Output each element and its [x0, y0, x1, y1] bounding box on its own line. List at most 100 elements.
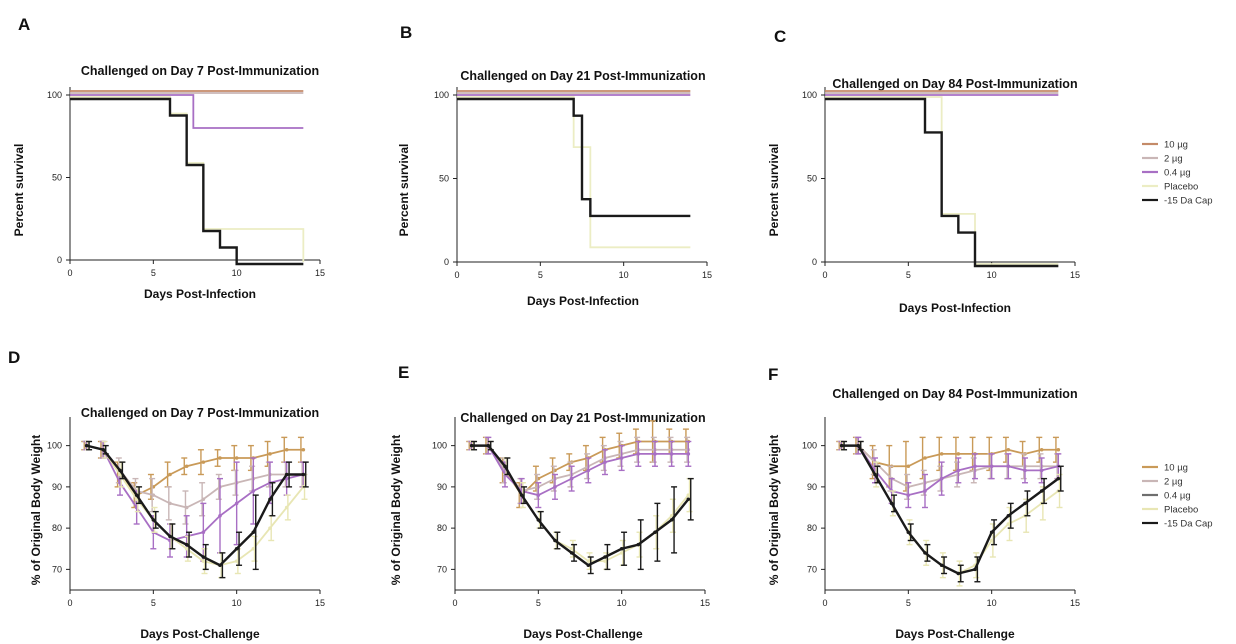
y-tick-label: 70	[52, 564, 62, 574]
legend-body-weight: 10 µg 2 µg 0.4 µg Placebo -15 Da Cap	[1142, 463, 1213, 530]
x-tick-label: 10	[232, 598, 242, 608]
x-tick-label: 15	[1070, 598, 1080, 608]
data-point	[201, 559, 206, 563]
x-tick-label: 0	[67, 598, 72, 608]
data-point	[201, 530, 206, 535]
data-point	[619, 456, 624, 460]
data-point	[234, 456, 239, 460]
data-point	[168, 501, 172, 506]
data-point	[923, 551, 927, 555]
data-point	[636, 452, 641, 456]
x-axis-label: Days Post-Infection	[144, 287, 256, 301]
y-axis-label: Percent survival	[397, 144, 411, 237]
data-point	[839, 443, 844, 448]
series-line-15-da-cap	[457, 97, 691, 218]
data-point	[184, 546, 189, 551]
legend-survival: 10 µg 2 µg 0.4 µg Placebo -15 Da Cap	[1142, 140, 1213, 207]
data-point	[873, 472, 877, 477]
y-tick-label: 100	[47, 90, 62, 100]
x-axis-label: Days Post-Challenge	[523, 627, 643, 641]
data-point	[906, 493, 911, 497]
y-tick-label: 100	[802, 90, 817, 100]
data-point	[906, 530, 911, 535]
legend-label: 10 µg	[1164, 463, 1188, 474]
x-axis-label: Days Post-Challenge	[140, 627, 260, 641]
legend-label: Placebo	[1164, 182, 1198, 193]
legend-label: 2 µg	[1164, 477, 1183, 488]
data-point	[939, 452, 944, 456]
data-point	[284, 447, 289, 452]
data-point	[619, 551, 624, 555]
data-point	[268, 452, 272, 456]
data-point	[301, 472, 306, 477]
legend-label: 10 µg	[1164, 140, 1188, 151]
x-tick-label: 10	[617, 598, 627, 608]
data-point	[1006, 522, 1011, 526]
data-point	[234, 501, 239, 506]
x-tick-label: 15	[700, 598, 710, 608]
x-tick-label: 15	[1070, 270, 1080, 280]
x-tick-label: 10	[232, 268, 242, 278]
x-tick-label: 15	[702, 270, 712, 280]
panel-c: C Challenged on Day 84 Post-Immunization D…	[767, 27, 1080, 315]
data-point	[151, 493, 156, 497]
data-point	[636, 542, 641, 547]
data-point	[234, 546, 239, 551]
data-point	[586, 563, 591, 568]
data-point	[669, 518, 674, 522]
data-point	[301, 447, 306, 452]
y-tick-label: 70	[807, 564, 817, 574]
panel-label: A	[18, 15, 30, 34]
chart-title: Challenged on Day 84 Post-Immunization	[832, 387, 1077, 401]
panel-label: E	[398, 363, 409, 382]
legend-label: 0.4 µg	[1164, 491, 1191, 502]
legend-label: -15 Da Cap	[1164, 519, 1213, 530]
y-tick-label: 90	[437, 482, 447, 492]
panel-f: F Challenged on Day 84 Post-Immunization D…	[767, 365, 1080, 641]
data-point	[1006, 447, 1011, 452]
data-point	[168, 472, 172, 477]
data-point	[1023, 501, 1027, 506]
chart-title: Challenged on Day 84 Post-Immunization	[832, 77, 1077, 91]
y-tick-label: 100	[434, 90, 449, 100]
data-point	[973, 567, 977, 572]
y-tick-label: 80	[52, 523, 62, 533]
data-point	[939, 563, 944, 568]
data-point	[251, 530, 256, 535]
data-point	[653, 452, 657, 456]
data-point	[268, 526, 272, 530]
data-point	[184, 505, 189, 510]
series-line-0-4-g	[70, 94, 304, 129]
data-point	[536, 518, 541, 522]
data-point	[956, 571, 961, 576]
data-point	[856, 443, 861, 448]
data-point	[973, 464, 977, 469]
data-point	[619, 546, 624, 551]
panel-label: B	[400, 23, 412, 42]
series-line-0-4-g	[471, 444, 689, 497]
y-axis-label: Percent survival	[12, 144, 26, 237]
y-tick-label: 100	[47, 441, 62, 451]
chart-title: Challenged on Day 7 Post-Immunization	[81, 406, 319, 420]
data-point	[989, 538, 994, 543]
x-tick-label: 0	[67, 268, 72, 278]
x-tick-label: 15	[315, 268, 325, 278]
legend-label: 0.4 µg	[1164, 168, 1191, 179]
data-point	[284, 505, 289, 510]
y-tick-label: 50	[439, 174, 449, 184]
data-point	[889, 501, 894, 506]
y-tick-label: 90	[807, 482, 817, 492]
x-tick-label: 5	[906, 598, 911, 608]
y-tick-label: 90	[52, 482, 62, 492]
y-tick-label: 0	[57, 255, 62, 265]
panel-label: C	[774, 27, 786, 46]
x-tick-label: 5	[906, 270, 911, 280]
data-point	[1039, 447, 1044, 452]
y-axis-label: % of Original Body Weight	[767, 435, 781, 585]
data-point	[956, 452, 961, 456]
data-point	[101, 447, 106, 452]
x-tick-label: 0	[822, 598, 827, 608]
data-point	[1039, 489, 1044, 493]
data-point	[151, 518, 156, 522]
data-point	[923, 456, 927, 460]
